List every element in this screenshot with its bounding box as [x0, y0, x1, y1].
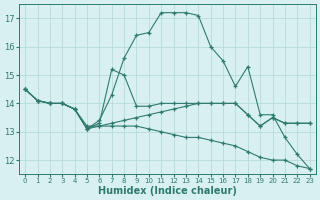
X-axis label: Humidex (Indice chaleur): Humidex (Indice chaleur) — [98, 186, 237, 196]
